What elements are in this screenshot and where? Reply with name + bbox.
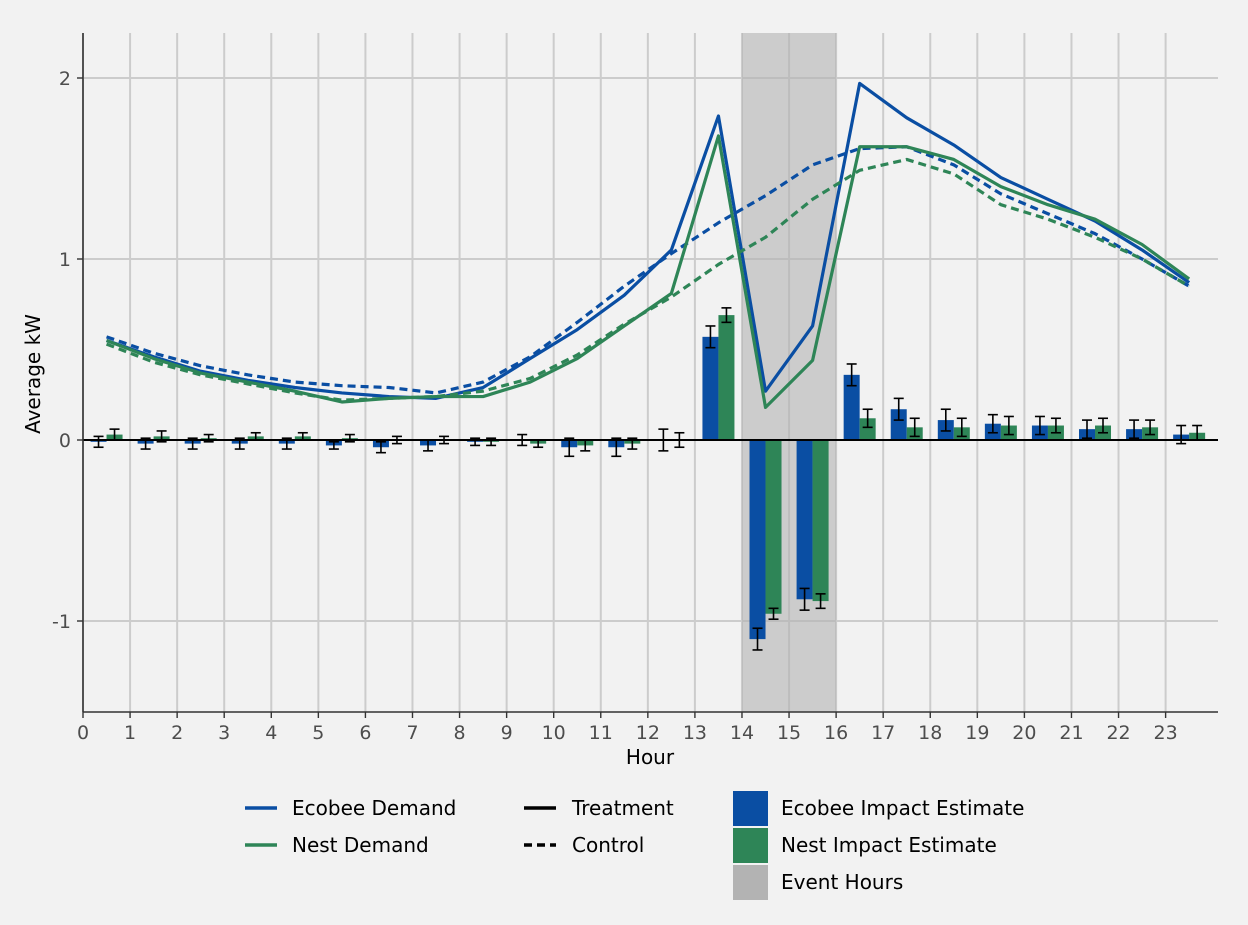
y-axis-title: Average kW bbox=[21, 314, 45, 434]
legend-label: Control bbox=[572, 833, 644, 857]
ecobee-impact-bar bbox=[843, 374, 860, 440]
x-tick-label: 14 bbox=[730, 722, 754, 744]
legend-key-swatch bbox=[733, 828, 768, 863]
ecobee-impact-bar bbox=[796, 440, 813, 600]
x-tick-label: 18 bbox=[918, 722, 942, 744]
ecobee-impact-bar bbox=[890, 409, 907, 440]
y-tick-label: 0 bbox=[59, 430, 71, 452]
nest-impact-bar bbox=[812, 440, 829, 602]
nest-impact-bar bbox=[859, 418, 876, 440]
x-tick-label: 17 bbox=[871, 722, 895, 744]
nest-treatment-line bbox=[105, 134, 1191, 410]
legend: Ecobee Demand Nest Demand Treatment Control… bbox=[245, 791, 1024, 900]
x-tick-label: 8 bbox=[454, 722, 466, 744]
legend-label: Nest Demand bbox=[292, 833, 429, 857]
y-tick-label: 1 bbox=[59, 249, 71, 271]
x-tick-label: 9 bbox=[501, 722, 513, 744]
x-tick-label: 0 bbox=[77, 722, 89, 744]
x-tick-label: 15 bbox=[777, 722, 801, 744]
legend-label: Ecobee Demand bbox=[292, 796, 456, 820]
legend-label: Ecobee Impact Estimate bbox=[781, 796, 1024, 820]
x-tick-label: 11 bbox=[589, 722, 613, 744]
legend-key-swatch bbox=[733, 865, 768, 900]
ecobee-impact-bar bbox=[749, 440, 766, 640]
nest-control-line bbox=[105, 157, 1190, 402]
x-tick-label: 21 bbox=[1059, 722, 1083, 744]
axes bbox=[77, 33, 1218, 718]
x-tick-label: 2 bbox=[171, 722, 183, 744]
x-axis-title: Hour bbox=[626, 745, 675, 769]
x-tick-label: 6 bbox=[359, 722, 371, 744]
ecobee-control-line bbox=[106, 145, 1190, 395]
x-tick-label: 3 bbox=[218, 722, 230, 744]
x-tick-label: 12 bbox=[636, 722, 660, 744]
impact-bars bbox=[90, 315, 1206, 640]
tick-labels: 0 1 2 3 4 5 6 7 8 9 10 11 12 13 14 15 16 17 18 19 20 21 22 2321… bbox=[52, 68, 1178, 744]
x-tick-label: 23 bbox=[1154, 722, 1178, 744]
x-tick-label: 10 bbox=[542, 722, 566, 744]
legend-key-swatch bbox=[733, 791, 768, 826]
x-tick-label: 13 bbox=[683, 722, 707, 744]
x-tick-label: 1 bbox=[124, 722, 136, 744]
x-tick-label: 20 bbox=[1012, 722, 1036, 744]
legend-label: Treatment bbox=[571, 796, 674, 820]
x-tick-label: 4 bbox=[265, 722, 277, 744]
legend-label: Event Hours bbox=[781, 870, 903, 894]
y-tick-label: -1 bbox=[52, 611, 71, 633]
legend-label: Nest Impact Estimate bbox=[781, 833, 997, 857]
x-tick-label: 16 bbox=[824, 722, 848, 744]
ecobee-treatment-line bbox=[106, 81, 1191, 400]
ecobee-impact-bar bbox=[702, 336, 719, 440]
x-tick-label: 22 bbox=[1106, 722, 1130, 744]
nest-impact-bar bbox=[765, 440, 782, 614]
gridlines bbox=[82, 33, 1218, 712]
nest-impact-bar bbox=[718, 315, 735, 440]
demand-lines bbox=[105, 81, 1191, 410]
x-tick-label: 19 bbox=[965, 722, 989, 744]
y-tick-label: 2 bbox=[59, 68, 71, 90]
x-tick-label: 7 bbox=[406, 722, 418, 744]
x-tick-label: 5 bbox=[312, 722, 324, 744]
